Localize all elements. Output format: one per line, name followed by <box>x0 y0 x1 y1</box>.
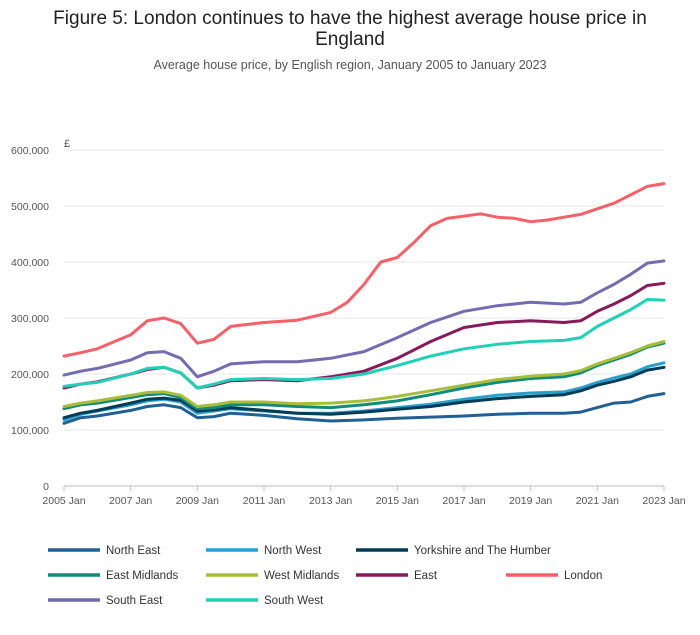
legend-label-south-west: South West <box>264 595 324 607</box>
x-tick-label: 2015 Jan <box>376 495 419 507</box>
y-tick-label: 300,000 <box>11 313 49 325</box>
y-tick-label: 200,000 <box>11 369 49 381</box>
y-tick-label: 500,000 <box>11 201 49 213</box>
chart-title-line-2: England <box>315 29 385 50</box>
y-axis-unit-label: £ <box>64 138 70 150</box>
legend-label-east-midlands: East Midlands <box>106 570 178 582</box>
legend-label-east: East <box>414 570 438 582</box>
series-line-east-midlands <box>62 341 666 411</box>
x-tick-label: 2013 Jan <box>309 495 352 507</box>
legend-label-south-east: South East <box>106 595 163 607</box>
series-line-west-midlands <box>62 340 666 408</box>
gridlines <box>64 149 664 487</box>
y-tick-label: 600,000 <box>11 145 49 157</box>
series-line-south-east <box>62 259 666 379</box>
x-axis: 2005 Jan 2007 Jan 2009 Jan 2011 Jan 2013 Jan… <box>42 486 686 507</box>
x-tick-label: 2005 Jan <box>42 495 85 507</box>
series-line-north-east <box>62 392 666 425</box>
x-tick-label: 2009 Jan <box>176 495 219 507</box>
legend: North East North West Yorkshire and The Hu… <box>48 545 602 607</box>
y-axis: 0 100,000 200,000 300,000 400,000 500,000 600,… <box>11 145 49 493</box>
legend-label-yorkshire-and-the-humber: Yorkshire and The Humber <box>414 545 551 557</box>
legend-label-north-east: North East <box>106 545 161 557</box>
x-tick-label: 2007 Jan <box>109 495 152 507</box>
x-tick-label: 2023 Jan <box>642 495 685 507</box>
legend-label-london: London <box>564 570 602 582</box>
series-line-london <box>62 182 666 358</box>
series-line-south-west <box>62 298 666 390</box>
series-line-yorkshire-and-the-humber <box>62 365 666 420</box>
chart-title-line-1: Figure 5: London continues to have the h… <box>53 8 647 29</box>
legend-label-west-midlands: West Midlands <box>264 570 339 582</box>
y-tick-label: 0 <box>43 481 49 493</box>
x-tick-label: 2011 Jan <box>243 495 286 507</box>
legend-label-north-west: North West <box>264 545 322 557</box>
x-tick-label: 2019 Jan <box>509 495 552 507</box>
y-tick-label: 400,000 <box>11 257 49 269</box>
y-tick-label: 100,000 <box>11 425 49 437</box>
series-lines <box>62 182 666 425</box>
x-tick-label: 2017 Jan <box>442 495 485 507</box>
chart-subtitle: Average house price, by English region, … <box>153 58 546 72</box>
x-tick-label: 2021 Jan <box>576 495 619 507</box>
